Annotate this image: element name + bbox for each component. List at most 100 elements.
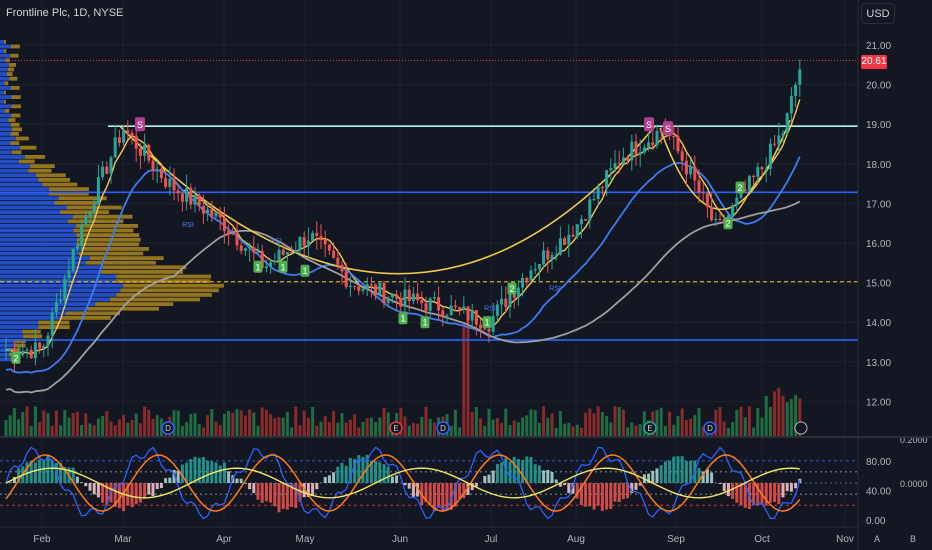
volume-bar bbox=[252, 412, 256, 436]
signal-marker-label: 1 bbox=[255, 262, 260, 272]
profile-bar bbox=[77, 237, 141, 242]
moving-average-line bbox=[5, 99, 801, 356]
candle bbox=[512, 294, 516, 298]
profile-bar bbox=[0, 329, 23, 334]
osc-histogram-bar bbox=[348, 457, 352, 483]
osc-histogram-bar bbox=[533, 464, 537, 483]
osc-histogram-bar bbox=[357, 455, 361, 483]
osc-histogram-bar bbox=[311, 483, 315, 497]
volume-bar bbox=[67, 417, 71, 436]
profile-bar bbox=[38, 320, 70, 325]
volume-bar bbox=[357, 427, 361, 436]
candle bbox=[508, 294, 512, 307]
candle bbox=[689, 166, 693, 175]
profile-bar bbox=[0, 145, 21, 150]
volume-bar bbox=[558, 411, 562, 436]
signal-marker-label: 1 bbox=[302, 266, 307, 276]
candle bbox=[59, 300, 63, 302]
candle bbox=[164, 178, 168, 187]
candle bbox=[432, 297, 436, 299]
profile-bar bbox=[12, 127, 22, 132]
volume-bar bbox=[714, 409, 718, 436]
y-tick-label: 14.00 bbox=[866, 318, 891, 329]
osc-right-tick-label: 0.2000 bbox=[900, 435, 928, 445]
candle bbox=[399, 298, 403, 307]
osc-histogram-bar bbox=[138, 483, 142, 503]
candle bbox=[794, 84, 798, 96]
volume-bar bbox=[634, 425, 638, 436]
candle bbox=[122, 130, 126, 143]
profile-bar bbox=[76, 242, 140, 247]
osc-histogram-bar bbox=[12, 476, 16, 483]
candle bbox=[315, 232, 319, 236]
volume-bar bbox=[235, 409, 239, 436]
volume-bar bbox=[550, 413, 554, 436]
volume-bar bbox=[50, 425, 54, 436]
osc-histogram-bar bbox=[151, 483, 155, 497]
oscillator-pane: 80.00 40.00 0.00 0.2000 0.0000 bbox=[0, 435, 928, 527]
signal-marker bbox=[135, 117, 145, 132]
osc-histogram-bar bbox=[634, 483, 638, 490]
profile-bar bbox=[0, 237, 78, 242]
candle bbox=[38, 342, 42, 349]
volume-bar bbox=[46, 413, 50, 436]
candle bbox=[521, 277, 525, 288]
candle bbox=[491, 315, 495, 332]
symbol-title[interactable]: Frontline Plc, 1D, NYSE bbox=[6, 7, 124, 19]
event-marker bbox=[643, 421, 657, 435]
candle bbox=[101, 166, 105, 178]
osc-histogram-bar bbox=[159, 483, 163, 489]
event-marker-label: D bbox=[707, 424, 713, 433]
volume-bar bbox=[630, 422, 634, 436]
osc-histogram-bar bbox=[710, 472, 714, 483]
osc-histogram-bar bbox=[525, 456, 529, 483]
osc-histogram-bar bbox=[332, 472, 336, 483]
profile-bar bbox=[10, 141, 20, 145]
volume-bar bbox=[521, 417, 525, 436]
osc-histogram-bar bbox=[722, 483, 726, 492]
volume-bar bbox=[138, 423, 142, 436]
currency-selector[interactable]: USD bbox=[861, 3, 895, 24]
profile-bar bbox=[0, 168, 29, 173]
osc-histogram-bar bbox=[466, 483, 470, 495]
candle bbox=[21, 351, 25, 355]
volume-bar bbox=[697, 408, 701, 436]
candle bbox=[147, 144, 151, 161]
osc-histogram-bar bbox=[374, 460, 378, 483]
rsi-label: RSI bbox=[182, 222, 194, 229]
volume-bar bbox=[533, 410, 537, 436]
volume-bar bbox=[680, 408, 684, 436]
candle bbox=[109, 157, 113, 174]
volume-bar bbox=[63, 410, 67, 436]
volume-bar bbox=[462, 324, 466, 436]
signal-markers[interactable]: D E D E D 2 1 1 1 1 1 1 2 2 2 S S S RSI RSI RSI RSI bbox=[11, 117, 808, 435]
volume-bar bbox=[147, 409, 151, 436]
volume-bar bbox=[29, 425, 33, 436]
volume-bar bbox=[38, 422, 42, 436]
profile-bar bbox=[0, 251, 79, 256]
candle bbox=[143, 144, 147, 156]
candle bbox=[647, 142, 651, 148]
volume-bar bbox=[193, 413, 197, 436]
osc-histogram-bar bbox=[285, 483, 289, 510]
profile-bar bbox=[0, 182, 43, 187]
profile-bar bbox=[0, 67, 8, 72]
profile-bar bbox=[67, 219, 124, 224]
profile-bar bbox=[0, 214, 73, 219]
candle bbox=[168, 179, 172, 187]
volume-bar bbox=[361, 422, 365, 436]
candle bbox=[390, 294, 394, 298]
volume-bar bbox=[726, 427, 730, 436]
osc-histogram-bar bbox=[306, 483, 310, 498]
candle bbox=[773, 143, 777, 145]
osc-histogram-bar bbox=[731, 483, 735, 499]
signal-marker bbox=[398, 312, 408, 325]
profile-bar bbox=[0, 53, 11, 58]
volume-bar bbox=[789, 399, 793, 436]
candle bbox=[92, 204, 96, 213]
last-price-label: 20.61 bbox=[861, 55, 887, 69]
volume-bar bbox=[470, 411, 474, 436]
osc-histogram-bar bbox=[101, 483, 105, 503]
candle bbox=[777, 135, 781, 145]
